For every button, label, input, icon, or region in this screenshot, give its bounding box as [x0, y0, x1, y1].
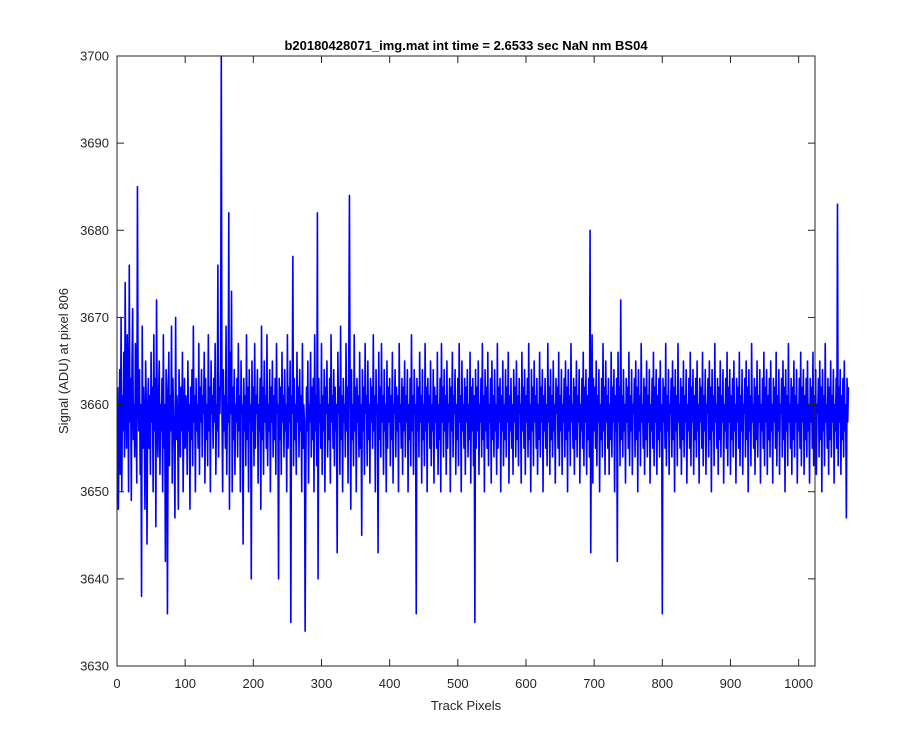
y-tick-label: 3680	[80, 223, 109, 238]
x-tick-label: 1000	[784, 676, 813, 691]
x-axis-ticks: 0 100 200 300 400 500 600 700 800 900 1000	[113, 56, 813, 691]
x-tick-label: 300	[311, 676, 333, 691]
y-axis-label: Signal (ADU) at pixel 806	[56, 288, 71, 434]
x-axis-label: Track Pixels	[431, 698, 502, 713]
y-axis-ticks: 3630 3640 3650 3660 3670 3680 3690 3700	[80, 49, 815, 674]
x-tick-label: 400	[379, 676, 401, 691]
y-tick-label: 3700	[80, 49, 109, 64]
x-tick-label: 700	[583, 676, 605, 691]
plot-background	[117, 56, 815, 666]
series-layer	[116, 55, 850, 632]
x-tick-label: 800	[651, 676, 673, 691]
y-tick-label: 3690	[80, 136, 109, 151]
x-tick-label: 100	[174, 676, 196, 691]
x-tick-label: 600	[515, 676, 537, 691]
y-tick-label: 3650	[80, 484, 109, 499]
series-line-1	[116, 55, 850, 632]
x-tick-label: 900	[720, 676, 742, 691]
x-tick-label: 0	[113, 676, 120, 691]
y-tick-label: 3630	[80, 659, 109, 674]
y-tick-label: 3670	[80, 310, 109, 325]
y-tick-label: 3640	[80, 571, 109, 586]
y-tick-label: 3660	[80, 397, 109, 412]
x-tick-label: 200	[242, 676, 264, 691]
chart-title: b20180428071_img.mat int time = 2.6533 s…	[284, 38, 648, 53]
x-tick-label: 500	[447, 676, 469, 691]
axes-box	[116, 55, 816, 667]
